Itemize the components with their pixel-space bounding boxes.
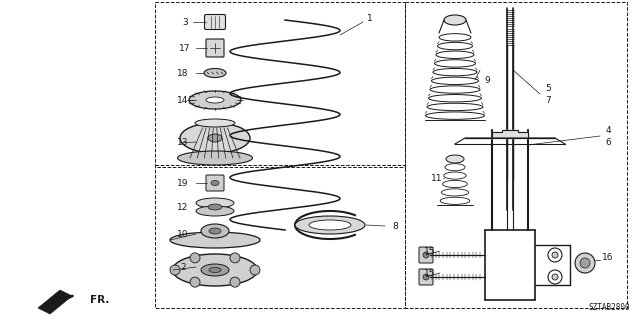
Bar xyxy=(155,2,405,167)
Circle shape xyxy=(250,265,260,275)
Ellipse shape xyxy=(196,206,234,216)
Ellipse shape xyxy=(180,123,250,153)
Text: SZTAB2800: SZTAB2800 xyxy=(588,303,630,312)
Text: 6: 6 xyxy=(605,138,611,147)
Text: 19: 19 xyxy=(177,179,189,188)
Circle shape xyxy=(190,253,200,263)
Circle shape xyxy=(552,252,558,258)
Text: 10: 10 xyxy=(177,229,189,238)
Text: 2: 2 xyxy=(180,262,186,271)
Ellipse shape xyxy=(208,134,222,142)
Ellipse shape xyxy=(204,68,226,77)
Text: 15: 15 xyxy=(424,268,436,277)
Polygon shape xyxy=(38,290,72,314)
Ellipse shape xyxy=(211,180,219,186)
FancyBboxPatch shape xyxy=(205,14,225,29)
Text: 12: 12 xyxy=(177,203,189,212)
Ellipse shape xyxy=(206,97,224,103)
Circle shape xyxy=(580,258,590,268)
Text: 11: 11 xyxy=(431,173,443,182)
Bar xyxy=(405,2,627,308)
Ellipse shape xyxy=(446,155,464,163)
FancyBboxPatch shape xyxy=(419,269,433,285)
Text: 7: 7 xyxy=(545,95,551,105)
Text: 5: 5 xyxy=(545,84,551,92)
Circle shape xyxy=(423,252,429,258)
Circle shape xyxy=(170,265,180,275)
FancyBboxPatch shape xyxy=(419,247,433,263)
Text: 18: 18 xyxy=(177,68,189,77)
Ellipse shape xyxy=(189,91,241,109)
Ellipse shape xyxy=(196,198,234,208)
FancyArrowPatch shape xyxy=(45,296,72,307)
Ellipse shape xyxy=(201,264,229,276)
Ellipse shape xyxy=(201,224,229,238)
Circle shape xyxy=(230,253,240,263)
Ellipse shape xyxy=(295,216,365,234)
Bar xyxy=(155,165,405,308)
Text: 15: 15 xyxy=(424,246,436,255)
Ellipse shape xyxy=(173,254,257,286)
Ellipse shape xyxy=(170,232,260,248)
Polygon shape xyxy=(465,130,555,138)
Text: 4: 4 xyxy=(605,125,611,134)
Text: 9: 9 xyxy=(484,76,490,84)
Circle shape xyxy=(423,274,429,280)
Ellipse shape xyxy=(195,119,235,127)
Circle shape xyxy=(230,277,240,287)
Ellipse shape xyxy=(209,228,221,234)
Ellipse shape xyxy=(177,151,253,165)
Text: 16: 16 xyxy=(602,252,614,261)
Circle shape xyxy=(190,277,200,287)
Text: 13: 13 xyxy=(177,138,189,147)
Ellipse shape xyxy=(309,220,351,230)
Ellipse shape xyxy=(444,15,466,25)
FancyBboxPatch shape xyxy=(206,175,224,191)
Circle shape xyxy=(575,253,595,273)
Text: 8: 8 xyxy=(392,221,398,230)
Ellipse shape xyxy=(208,204,222,210)
FancyBboxPatch shape xyxy=(206,39,224,57)
Text: 14: 14 xyxy=(177,95,189,105)
Text: 17: 17 xyxy=(179,44,191,52)
Circle shape xyxy=(552,274,558,280)
Text: 3: 3 xyxy=(182,18,188,27)
Ellipse shape xyxy=(209,268,221,273)
Text: 1: 1 xyxy=(367,13,373,22)
Text: FR.: FR. xyxy=(90,295,109,305)
